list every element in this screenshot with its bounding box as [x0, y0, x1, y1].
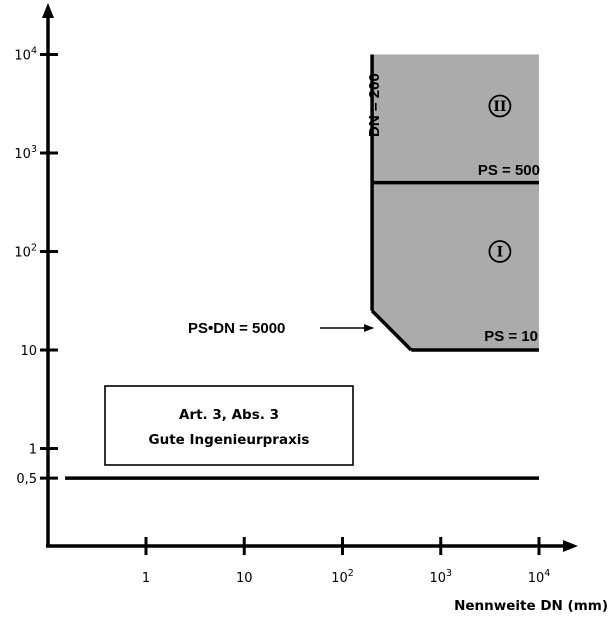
x-tick-label: 1 [142, 571, 150, 586]
sep-box-line2: Gute Ingenieurpraxis [149, 432, 310, 448]
x-ticks: 1 10 102 103 104 [142, 537, 550, 586]
y-tick-label: 102 [14, 243, 37, 261]
y-tick-label: 1 [29, 443, 37, 458]
region-i-circle [488, 240, 512, 263]
y-ticks: 0,5 1 10 102 103 104 [14, 46, 58, 487]
x-tick-label: 102 [331, 568, 354, 586]
label-ps-500: PS = 500 [478, 162, 540, 179]
region-i-label: I [497, 245, 504, 261]
label-dn-200: DN = 200 [366, 73, 383, 137]
sep-box-line1: Art. 3, Abs. 3 [179, 407, 279, 423]
y-tick-label: 103 [14, 144, 37, 162]
y-tick-label: 0,5 [16, 472, 37, 487]
y-tick-label: 104 [14, 46, 37, 64]
x-axis-title: Nennweite DN (mm) [454, 598, 608, 614]
x-tick-label: 104 [528, 568, 551, 586]
region-category-i [372, 182, 539, 350]
sep-box [104, 385, 354, 466]
region-category-ii [372, 54, 539, 183]
label-ps-10: PS = 10 [484, 328, 538, 345]
x-axis-arrow-icon [563, 540, 578, 552]
y-tick-label: 10 [20, 344, 37, 359]
region-ii-circle [488, 94, 512, 118]
x-tick-label: 103 [429, 568, 452, 586]
region-ii-label: II [493, 99, 506, 115]
label-ps-dn-5000: PS•DN = 5000 [188, 320, 285, 337]
y-axis-arrow-icon [42, 3, 54, 18]
x-tick-label: 10 [236, 571, 253, 586]
line-ps-dn-5000 [370, 309, 413, 352]
